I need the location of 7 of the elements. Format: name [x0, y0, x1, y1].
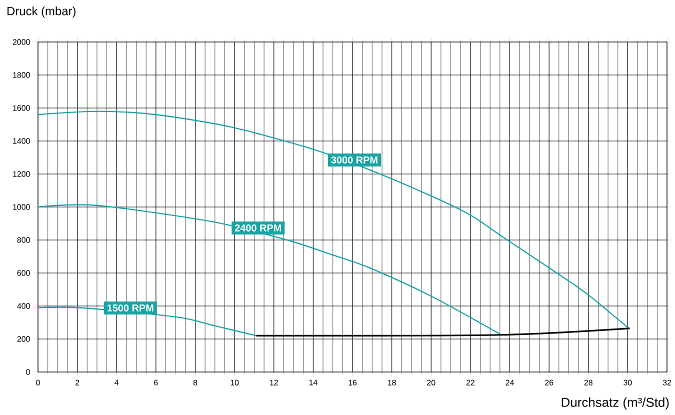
line-series	[37, 204, 501, 335]
x-axis-title: Durchsatz (m³/Std)	[562, 397, 669, 410]
annotation: 3000 RPM	[331, 156, 378, 164]
line-series	[37, 110, 630, 330]
y-axis-title: Druck (mbar)	[8, 6, 76, 18]
annotation: 1500 RPM	[107, 304, 154, 312]
annotation: 2400 RPM	[234, 224, 282, 232]
